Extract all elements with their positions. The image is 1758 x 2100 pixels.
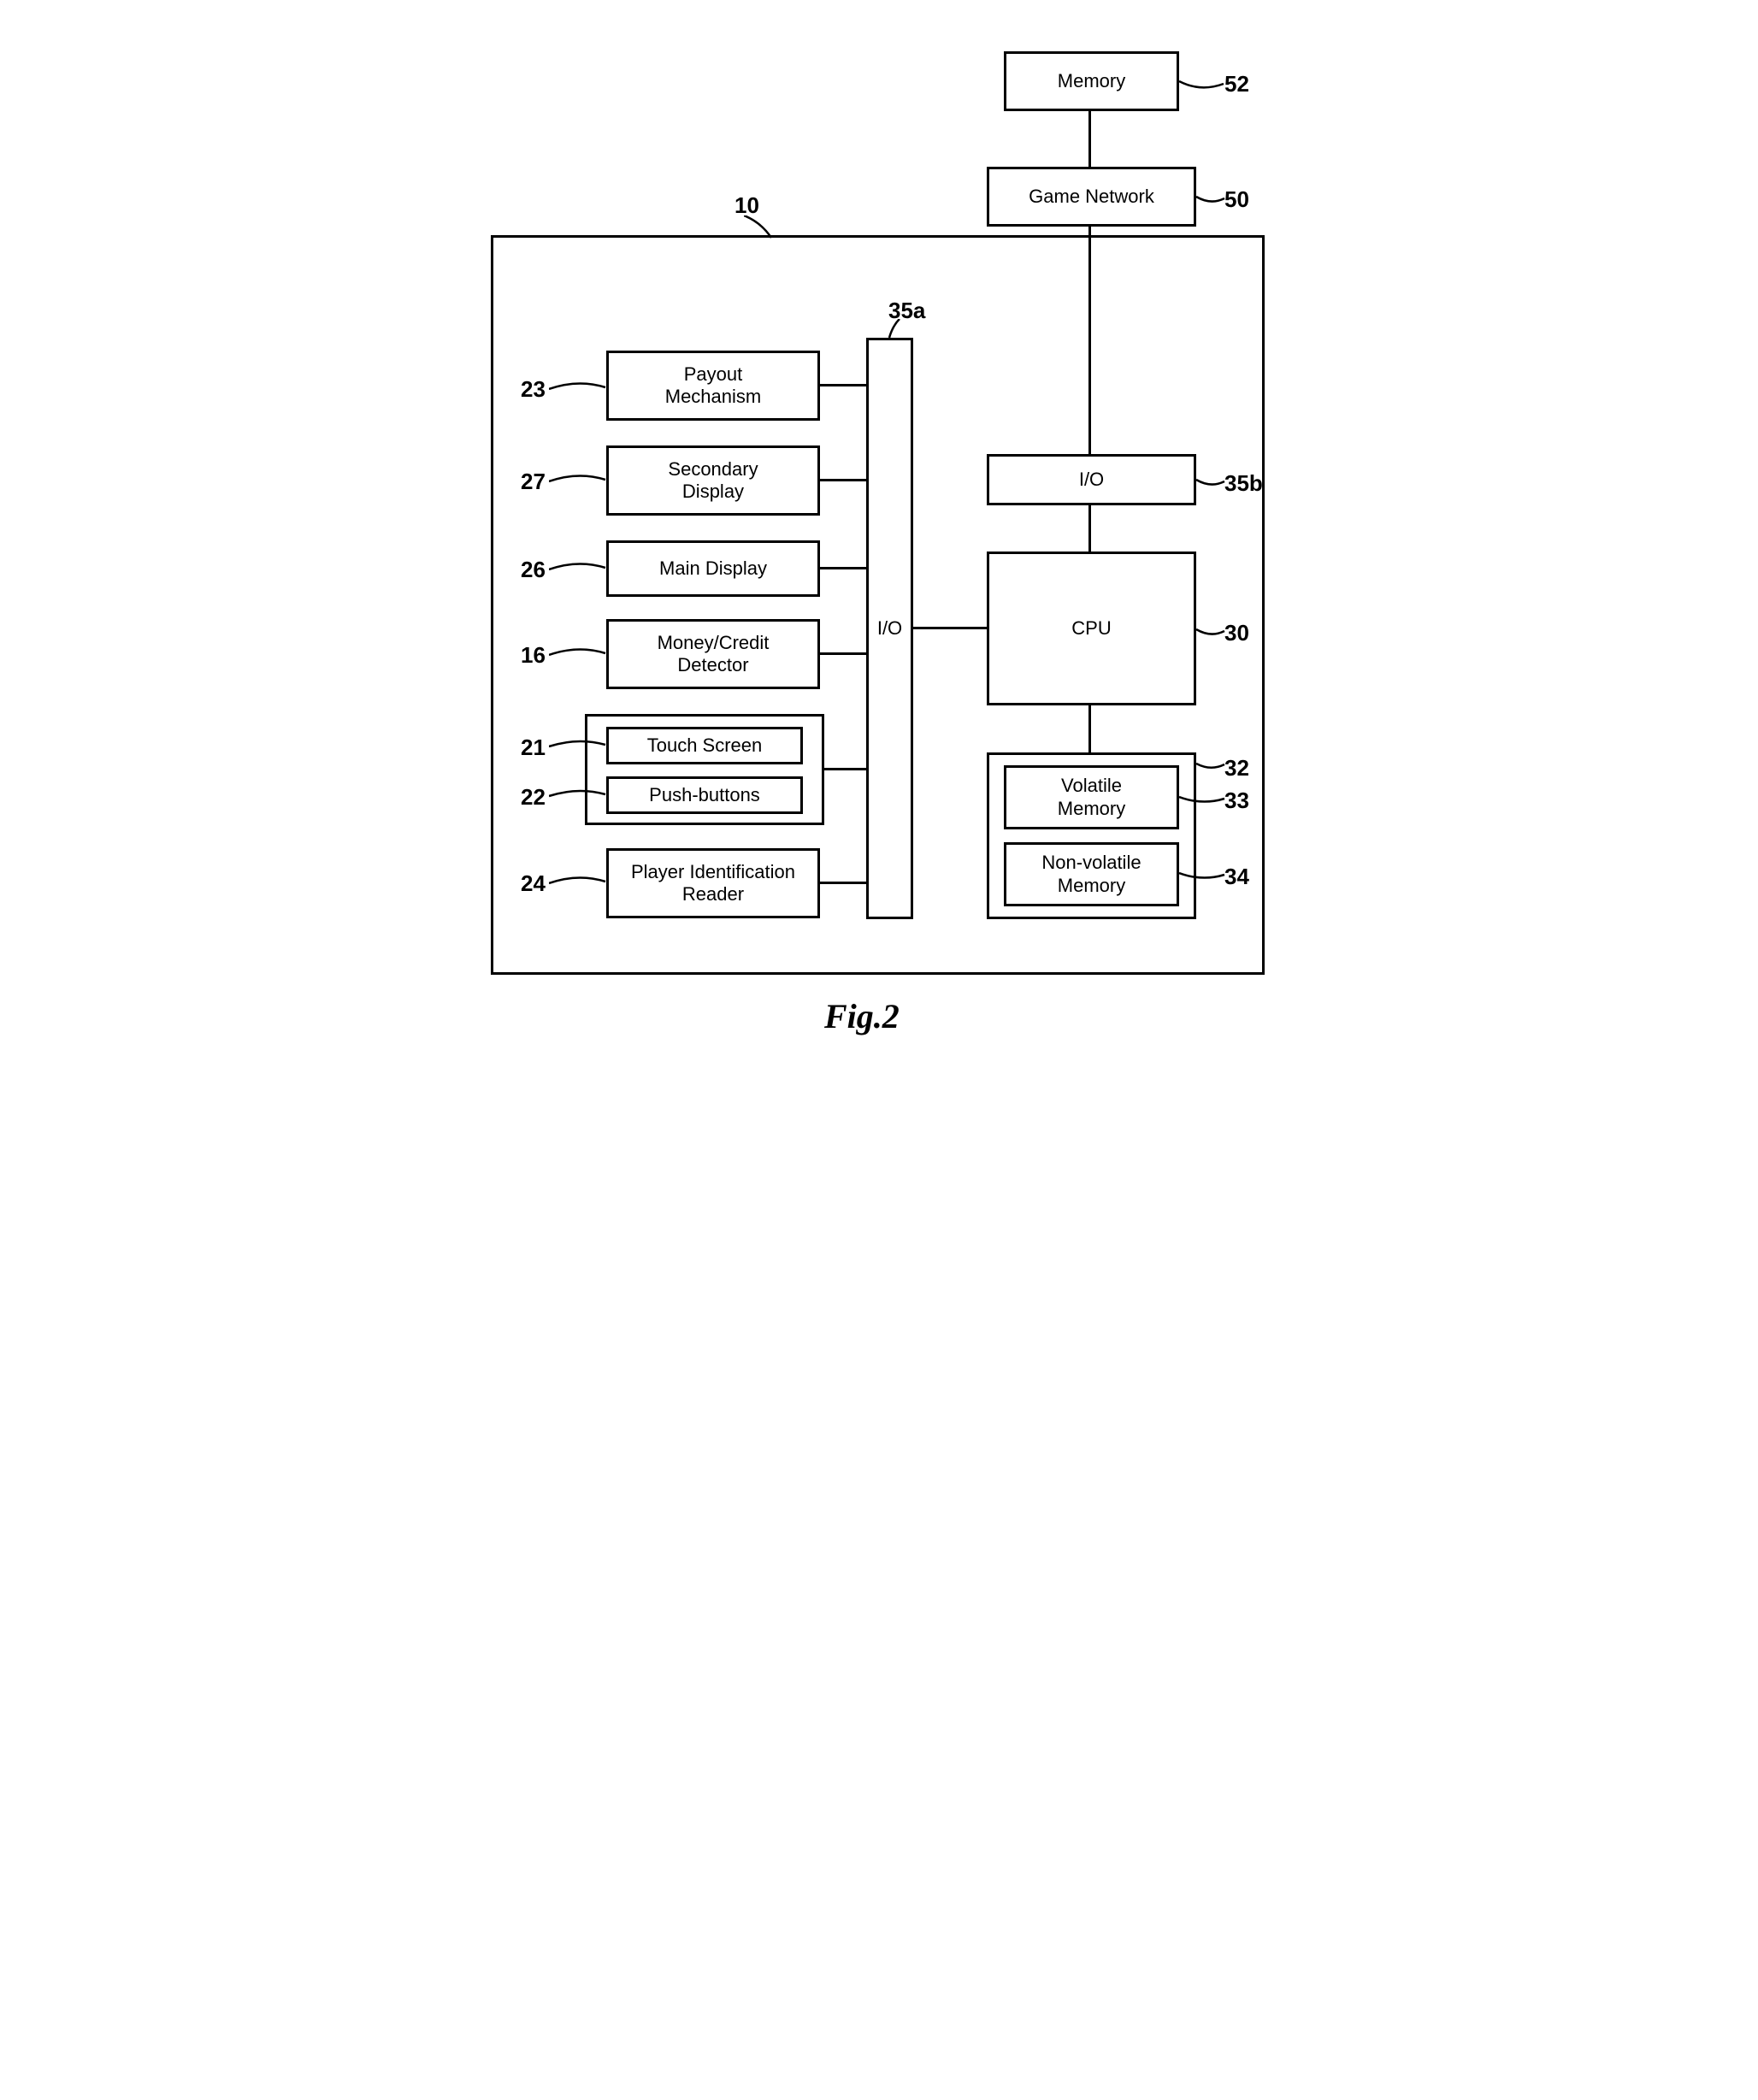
push-buttons-block: Push-buttons (606, 776, 803, 814)
memory-label: Memory (1058, 70, 1125, 92)
edge-secondary-ioa (820, 479, 866, 481)
player-id-block: Player Identification Reader (606, 848, 820, 918)
ref-26: 26 (521, 557, 546, 583)
edge-iob-cpu (1088, 505, 1091, 552)
leader-32 (1196, 759, 1226, 773)
nonvolatile-block: Non-volatile Memory (1004, 842, 1179, 906)
leader-23 (549, 380, 607, 396)
touch-screen-label: Touch Screen (647, 734, 763, 757)
edge-ioa-cpu (913, 627, 987, 629)
money-credit-label: Money/Credit Detector (658, 632, 770, 677)
edge-payout-ioa (820, 384, 866, 386)
ref-34: 34 (1224, 864, 1249, 890)
ref-27: 27 (521, 469, 546, 495)
leader-26 (549, 561, 607, 576)
leader-21 (549, 739, 607, 752)
ref-33: 33 (1224, 788, 1249, 814)
game-network-block: Game Network (987, 167, 1196, 227)
volatile-label: Volatile Memory (1058, 775, 1125, 820)
edge-money-ioa (820, 652, 866, 655)
memory-block: Memory (1004, 51, 1179, 111)
leader-33 (1179, 792, 1226, 807)
leader-35b (1196, 475, 1226, 490)
payout-block: Payout Mechanism (606, 351, 820, 421)
ref-32: 32 (1224, 755, 1249, 782)
secondary-display-label: Secondary Display (668, 458, 758, 504)
secondary-display-block: Secondary Display (606, 445, 820, 516)
leader-24 (549, 875, 607, 890)
ref-52: 52 (1224, 71, 1249, 97)
leader-35a (888, 319, 910, 339)
io-a-block: I/O (866, 338, 913, 919)
player-id-label: Player Identification Reader (631, 861, 795, 906)
main-display-label: Main Display (659, 557, 767, 580)
push-buttons-label: Push-buttons (649, 784, 760, 806)
ref-30: 30 (1224, 620, 1249, 646)
leader-16 (549, 646, 607, 662)
io-b-label: I/O (1079, 469, 1104, 491)
io-a-label: I/O (877, 617, 902, 640)
leader-30 (1196, 624, 1226, 640)
leader-22 (549, 788, 607, 802)
ref-23: 23 (521, 376, 546, 403)
edge-playerid-ioa (820, 882, 866, 884)
cpu-block: CPU (987, 552, 1196, 705)
leader-27 (549, 473, 607, 488)
edge-gamenet-iob (1088, 227, 1091, 454)
game-network-label: Game Network (1029, 186, 1154, 208)
money-credit-block: Money/Credit Detector (606, 619, 820, 689)
edge-inputgroup-ioa (824, 768, 866, 770)
edge-memory-gamenet (1088, 111, 1091, 167)
edge-main-ioa (820, 567, 866, 569)
payout-label: Payout Mechanism (665, 363, 761, 409)
leader-34 (1179, 868, 1226, 883)
figure-caption: Fig.2 (824, 996, 900, 1036)
io-b-block: I/O (987, 454, 1196, 505)
edge-cpu-memgroup (1088, 705, 1091, 752)
leader-52 (1179, 77, 1226, 94)
ref-22: 22 (521, 784, 546, 811)
touch-screen-block: Touch Screen (606, 727, 803, 764)
volatile-block: Volatile Memory (1004, 765, 1179, 829)
leader-50 (1196, 192, 1226, 208)
ref-35b: 35b (1224, 470, 1263, 497)
ref-50: 50 (1224, 186, 1249, 213)
nonvolatile-label: Non-volatile Memory (1041, 852, 1141, 897)
ref-16: 16 (521, 642, 546, 669)
main-display-block: Main Display (606, 540, 820, 597)
cpu-label: CPU (1071, 617, 1111, 640)
leader-10 (744, 215, 778, 239)
ref-21: 21 (521, 734, 546, 761)
ref-24: 24 (521, 870, 546, 897)
